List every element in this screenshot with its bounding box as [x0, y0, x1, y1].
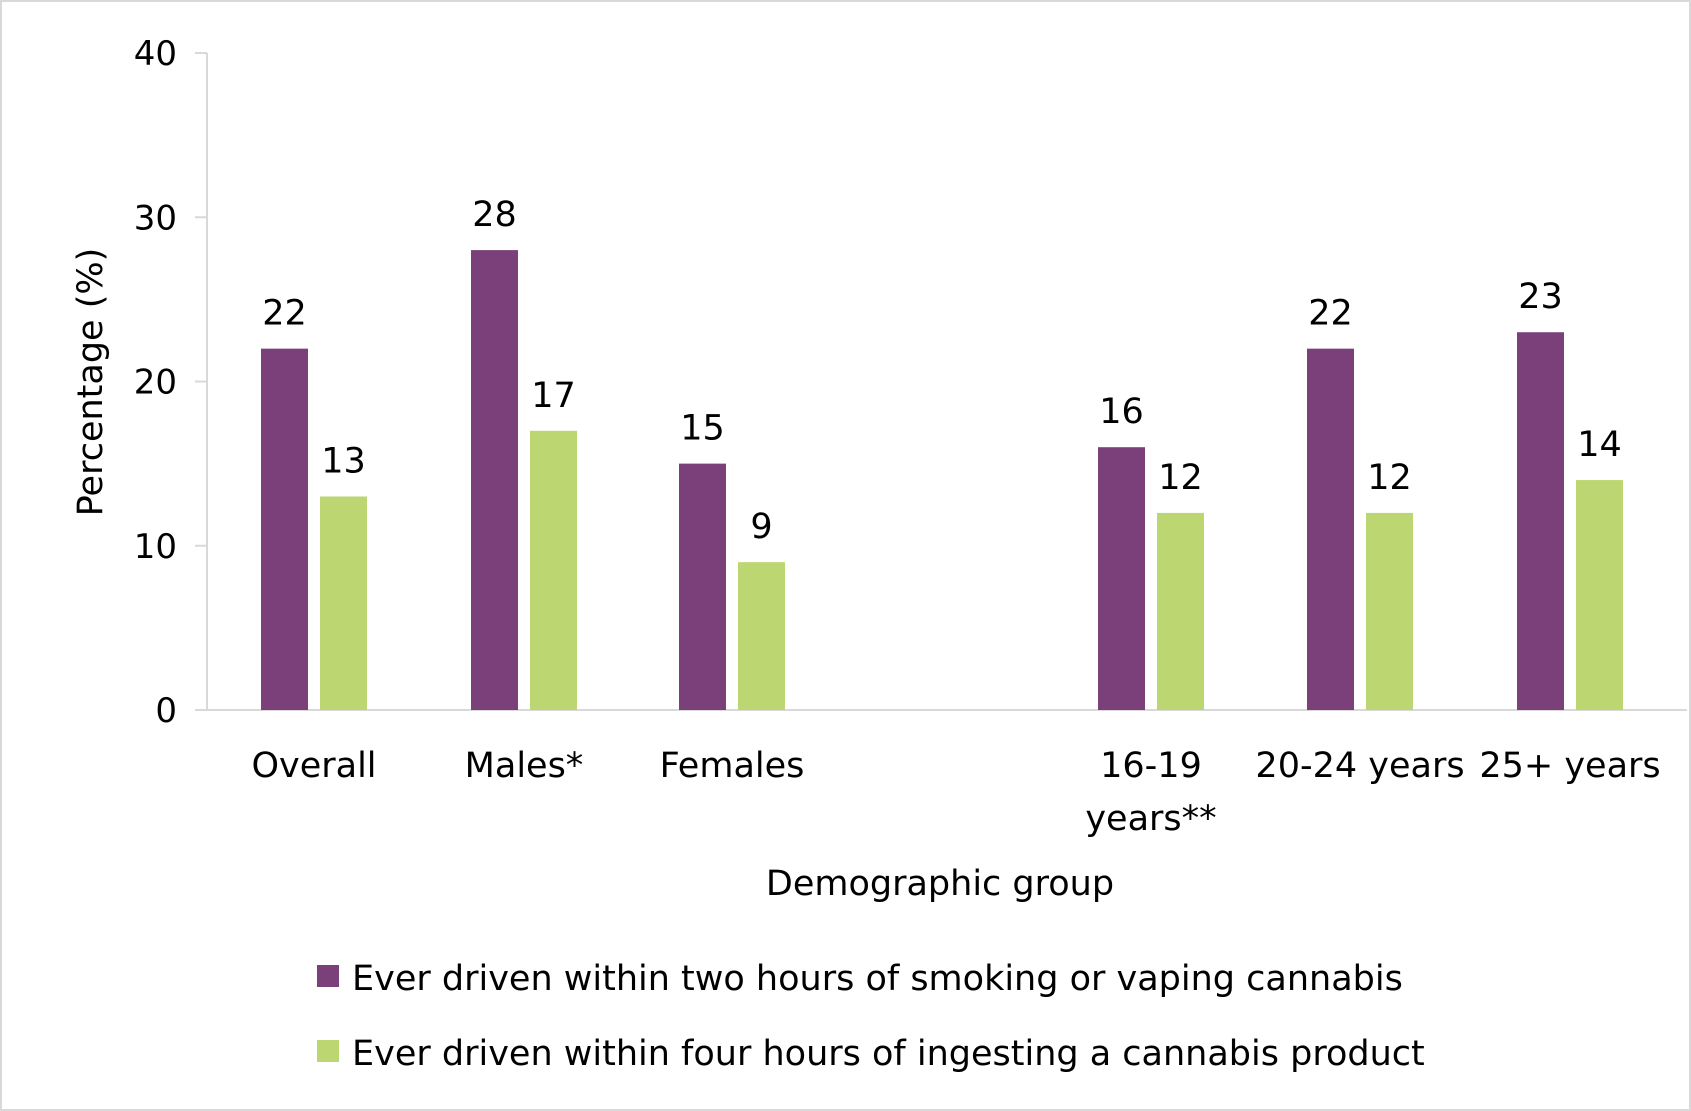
y-tick-label: 0: [155, 691, 177, 731]
data-label: 28: [472, 195, 517, 235]
legend-swatch: [317, 1040, 339, 1062]
data-labels: 22 28 15 16 22 23 13 17 9 12 12 14: [262, 195, 1622, 547]
data-label: 17: [531, 376, 576, 416]
data-label: 15: [680, 409, 725, 449]
bar: [1098, 447, 1145, 710]
legend-label: Ever driven within four hours of ingesti…: [352, 1034, 1425, 1074]
category-label: 16-19 years**: [1085, 746, 1216, 839]
data-label: 22: [262, 294, 307, 334]
category-label-line: 25+ years: [1479, 746, 1660, 786]
data-label: 13: [321, 441, 366, 481]
bar: [1157, 512, 1204, 710]
legend-item: Ever driven within two hours of smoking …: [317, 959, 1403, 999]
y-tick-label: 40: [134, 34, 177, 74]
bar: [738, 562, 785, 710]
category-label: 25+ years: [1479, 746, 1660, 786]
bar: [320, 496, 367, 710]
y-tick-label: 30: [134, 198, 177, 238]
data-label: 16: [1099, 392, 1144, 432]
bar: [471, 250, 518, 710]
y-axis-title: Percentage (%): [71, 248, 111, 517]
category-label-line: 20-24 years: [1255, 746, 1464, 786]
legend-item: Ever driven within four hours of ingesti…: [317, 1034, 1425, 1074]
legend-swatch: [317, 965, 339, 987]
y-tick-label: 20: [134, 363, 177, 403]
data-label: 12: [1158, 458, 1203, 498]
category-label: Overall: [251, 746, 376, 786]
category-label-line: Overall: [251, 746, 376, 786]
y-tick-label: 10: [134, 527, 177, 567]
bar: [261, 348, 308, 710]
bar: [530, 430, 577, 710]
bars: [261, 250, 1623, 710]
bar: [1576, 480, 1623, 710]
axes: 0 10 20 30 40: [134, 34, 1687, 731]
data-label: 23: [1518, 277, 1563, 317]
legend: Ever driven within two hours of smoking …: [317, 959, 1425, 1074]
bar: [679, 463, 726, 710]
category-label-line: Males*: [465, 746, 584, 786]
data-label: 12: [1367, 458, 1412, 498]
category-label-line: Females: [660, 746, 805, 786]
data-label: 22: [1308, 294, 1353, 334]
category-label: 20-24 years: [1255, 746, 1464, 786]
bar: [1307, 348, 1354, 710]
category-labels: Overall Males* Females 16-19 years** 20-24 ye…: [251, 746, 1660, 839]
data-label: 9: [750, 507, 772, 547]
category-label: Females: [660, 746, 805, 786]
category-label: Males*: [465, 746, 584, 786]
category-label-line: 16-19: [1100, 746, 1202, 786]
bar: [1366, 512, 1413, 710]
x-axis-title: Demographic group: [766, 864, 1114, 904]
data-label: 14: [1577, 425, 1622, 465]
bar: [1517, 332, 1564, 710]
category-label-line: years**: [1085, 799, 1216, 839]
legend-label: Ever driven within two hours of smoking …: [352, 959, 1403, 999]
